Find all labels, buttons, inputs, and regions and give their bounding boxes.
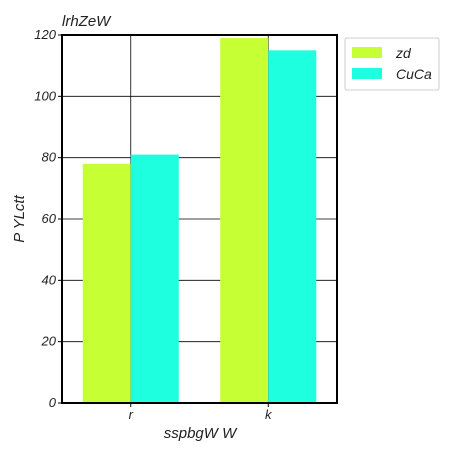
x-tick-label: r xyxy=(129,407,134,422)
legend-box xyxy=(344,37,440,91)
bars xyxy=(82,38,317,404)
legend-swatch-zd xyxy=(352,47,382,58)
bar-zd-k xyxy=(220,38,269,404)
y-tick-label: 0 xyxy=(49,395,57,410)
legend-label-CuCa: CuCa xyxy=(396,66,432,82)
bar-CuCa-r xyxy=(130,154,179,403)
y-axis-title: P YLctt xyxy=(11,194,28,242)
y-tick-label: 40 xyxy=(42,272,57,287)
bar-zd-r xyxy=(82,163,131,403)
legend: zd CuCa xyxy=(344,37,440,91)
y-tick-label: 60 xyxy=(42,211,57,226)
bar-CuCa-k xyxy=(268,50,317,403)
y-tick-label: 120 xyxy=(34,27,56,42)
chart-title: lrhZeW xyxy=(62,13,112,30)
y-tick-labels: 0 20 40 60 80 100 120 xyxy=(34,27,62,410)
x-axis-title: sspbgW W xyxy=(164,425,238,442)
y-tick-label: 20 xyxy=(41,334,57,349)
legend-label-zd: zd xyxy=(395,45,412,61)
legend-swatch-CuCa xyxy=(352,68,382,79)
y-tick-label: 80 xyxy=(42,150,57,165)
y-tick-label: 100 xyxy=(34,88,56,103)
x-tick-label: k xyxy=(265,407,273,422)
